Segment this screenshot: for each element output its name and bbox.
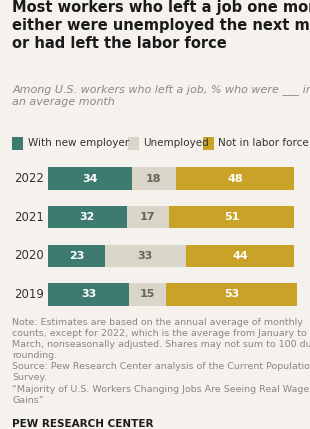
- Bar: [169, 206, 294, 228]
- Bar: [48, 167, 132, 190]
- Text: Among U.S. workers who left a job, % who were ___ in
an average month: Among U.S. workers who left a job, % who…: [12, 84, 310, 107]
- Text: 2020: 2020: [15, 249, 44, 262]
- Bar: [128, 137, 139, 150]
- Text: PEW RESEARCH CENTER: PEW RESEARCH CENTER: [12, 419, 154, 429]
- Bar: [105, 245, 186, 267]
- Text: Note: Estimates are based on the annual average of monthly
counts, except for 20: Note: Estimates are based on the annual …: [12, 318, 310, 405]
- Text: 51: 51: [224, 212, 239, 222]
- Bar: [48, 245, 105, 267]
- Bar: [132, 167, 176, 190]
- Text: 33: 33: [138, 251, 153, 261]
- Text: 17: 17: [140, 212, 156, 222]
- Bar: [48, 206, 127, 228]
- Text: 44: 44: [232, 251, 248, 261]
- Bar: [127, 206, 169, 228]
- Text: 2019: 2019: [15, 288, 44, 301]
- Text: 2021: 2021: [15, 211, 44, 224]
- Text: Not in labor force: Not in labor force: [218, 138, 309, 148]
- Bar: [166, 283, 297, 305]
- Bar: [186, 245, 294, 267]
- Text: 15: 15: [140, 289, 155, 299]
- Bar: [48, 283, 129, 305]
- Text: 23: 23: [69, 251, 84, 261]
- Text: 32: 32: [80, 212, 95, 222]
- Text: 33: 33: [81, 289, 96, 299]
- Text: 53: 53: [224, 289, 239, 299]
- Text: 34: 34: [82, 173, 98, 184]
- Bar: [203, 137, 214, 150]
- Text: 2022: 2022: [15, 172, 44, 185]
- Bar: [176, 167, 294, 190]
- Text: With new employer: With new employer: [28, 138, 129, 148]
- Text: Most workers who left a job one month
either were unemployed the next month
or h: Most workers who left a job one month ei…: [12, 0, 310, 51]
- Text: 18: 18: [146, 173, 162, 184]
- Text: 48: 48: [227, 173, 243, 184]
- Bar: [129, 283, 166, 305]
- Text: Unemployed: Unemployed: [143, 138, 209, 148]
- Bar: [12, 137, 23, 150]
